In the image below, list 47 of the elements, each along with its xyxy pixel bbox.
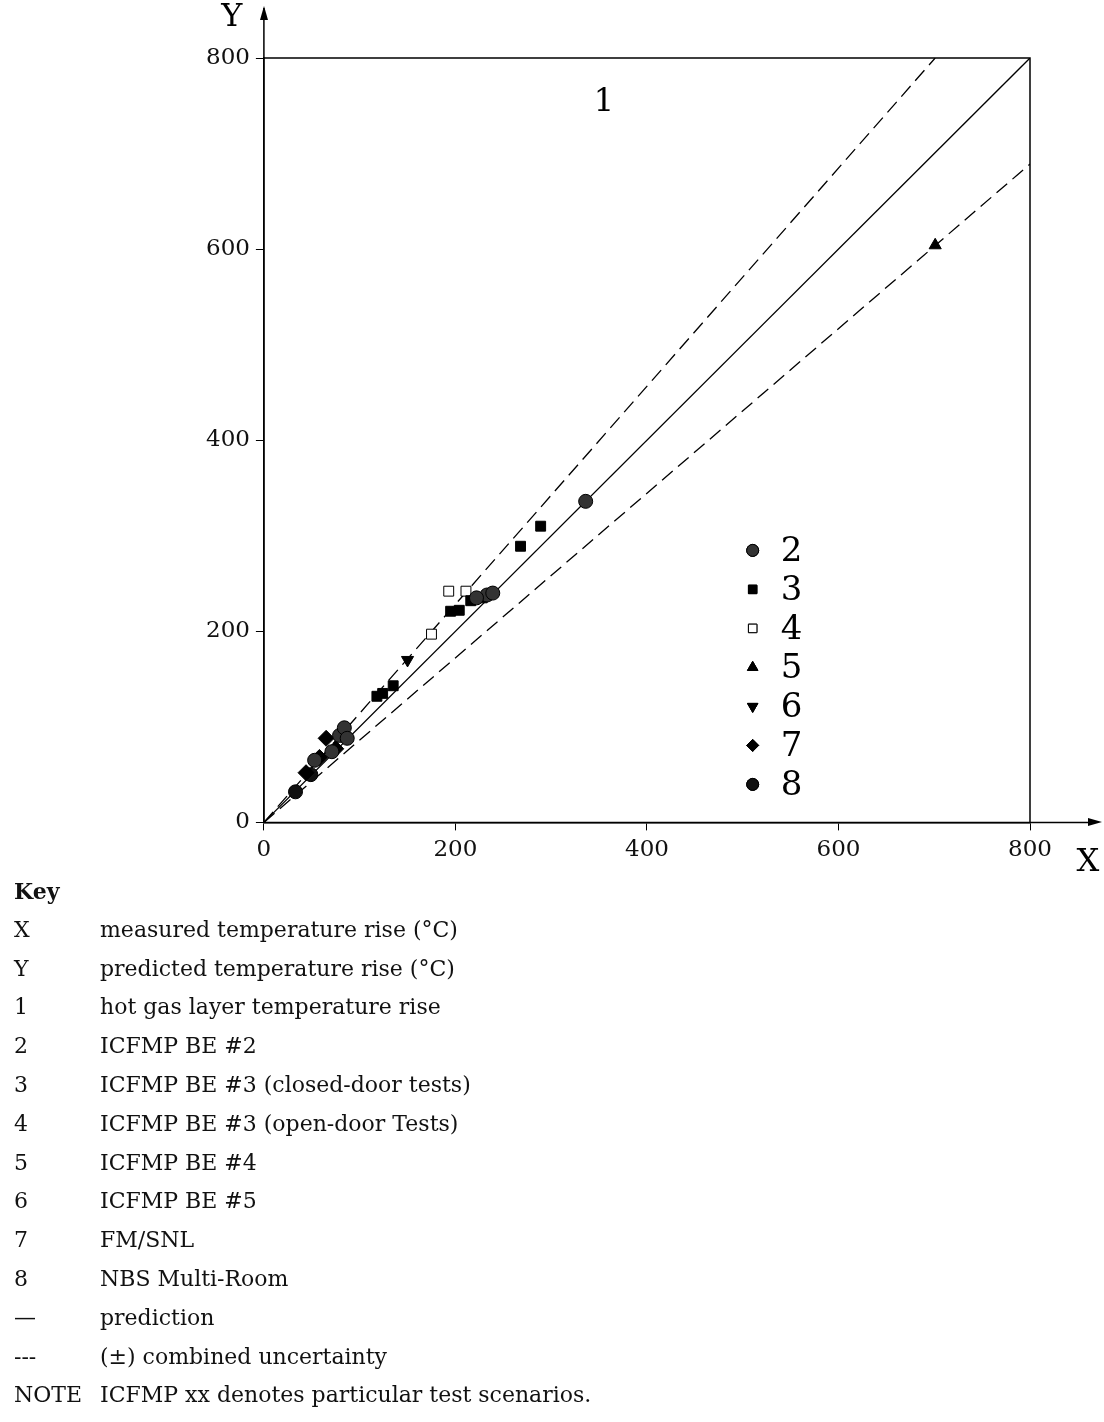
text: predicted temperature rise (°C) [100,954,455,983]
text: ICFMP BE #4 [100,1148,257,1177]
text: FM/SNL [100,1226,195,1255]
text: 8 [14,1264,29,1293]
x-tick-label: 800 [1008,835,1052,862]
text: 2 [14,1032,29,1061]
text: --- [14,1342,38,1371]
legend-label: 4 [780,607,803,648]
legend-label: 8 [780,763,803,804]
legend-label: 5 [780,646,803,687]
text: Y [14,954,30,983]
text: 4 [14,1109,29,1138]
x-tick-label: 200 [433,835,478,862]
x-tick-label: 400 [625,835,669,862]
x-tick-label: 0 [256,835,272,862]
y-axis-title: Y [220,0,244,35]
text: NOTE [14,1381,84,1410]
y-tick-label: 400 [205,425,250,452]
x-axis-title: X [1076,840,1100,879]
text: X [14,915,31,944]
y-tick-label: 0 [235,807,250,834]
text: 3 [14,1071,29,1099]
text: (±) combined uncertainty [100,1342,388,1371]
text: 1 [14,993,29,1022]
text: 5 [14,1148,29,1177]
text: 7 [14,1226,29,1255]
text: NBS Multi-Room [100,1264,289,1293]
text: prediction [100,1303,215,1332]
y-tick-label: 800 [205,42,250,69]
text: ICFMP BE #3 (closed-door tests) [100,1071,471,1099]
y-tick-label: 600 [205,234,250,261]
text: ICFMP BE #5 [100,1187,257,1216]
legend-label: 3 [780,568,803,609]
text: measured temperature rise (°C) [100,915,458,944]
text: ICFMP xx denotes particular test scenarios. [100,1381,592,1410]
text: — [14,1303,37,1332]
text: 6 [14,1187,29,1216]
text: ICFMP BE #2 [100,1032,257,1061]
legend-label: 6 [780,685,803,726]
text: 1 [593,81,615,120]
text: Key [14,877,61,906]
legend-label: 2 [780,529,803,570]
text: hot gas layer temperature rise [100,993,441,1022]
legend-label: 7 [780,724,803,765]
x-tick-label: 600 [816,835,861,862]
text: ICFMP BE #3 (open-door Tests) [100,1109,459,1138]
y-tick-label: 200 [205,616,250,643]
